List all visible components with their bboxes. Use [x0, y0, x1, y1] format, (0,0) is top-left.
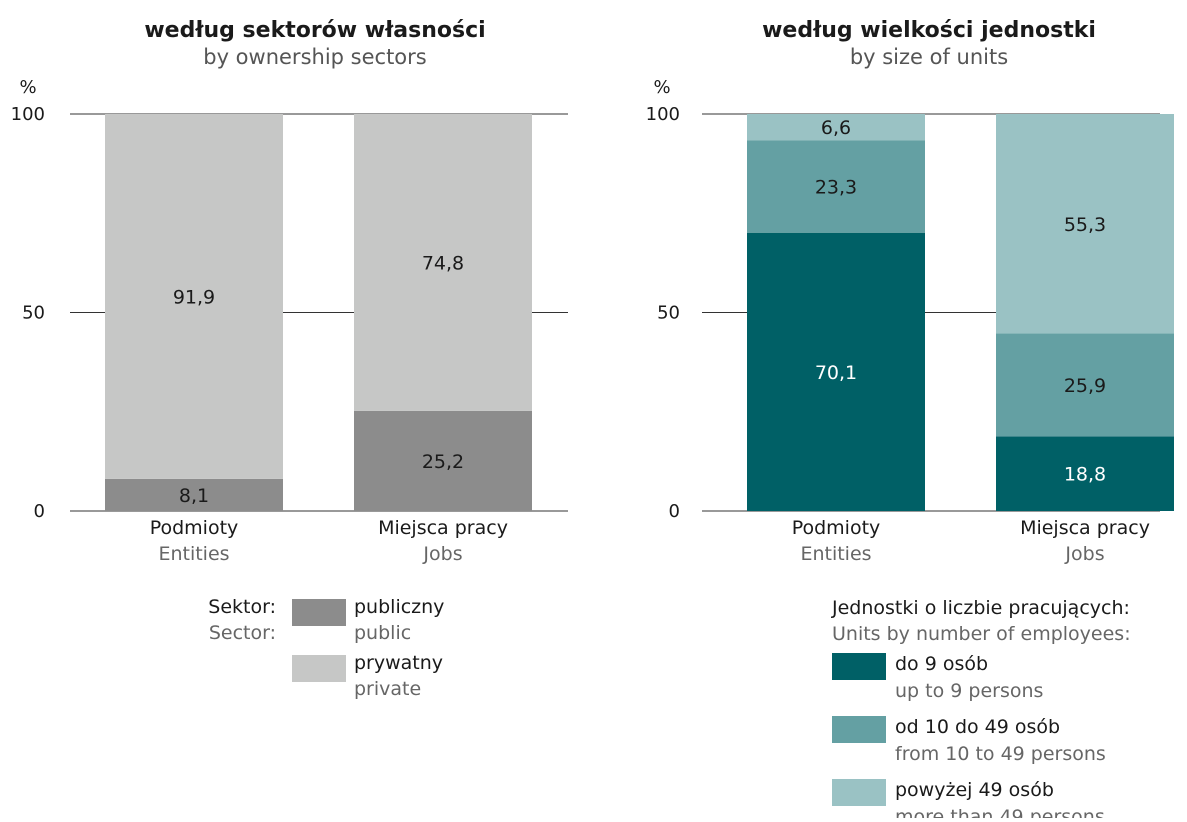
legend-swatch — [292, 655, 346, 682]
bar-segment — [996, 333, 1174, 437]
x-tick-label: Miejsca pracy — [378, 517, 508, 539]
y-tick-label: 0 — [34, 501, 45, 522]
data-label: 25,9 — [1064, 375, 1106, 397]
y-tick-label: 100 — [11, 104, 45, 125]
bar-segment — [747, 114, 925, 141]
legend-label: prywatny — [354, 652, 443, 674]
legend-label-en: public — [354, 622, 411, 644]
legend-swatch — [832, 653, 886, 680]
data-label: 55,3 — [1064, 214, 1106, 236]
y-axis-unit: % — [19, 77, 36, 98]
chart-title: według wielkości jednostki — [762, 18, 1096, 43]
data-label: 91,9 — [173, 286, 215, 308]
chart-subtitle: by ownership sectors — [203, 45, 426, 69]
legend-label: powyżej 49 osób — [895, 779, 1054, 801]
data-label: 6,6 — [821, 117, 851, 139]
bar-segment — [996, 114, 1174, 334]
data-label: 25,2 — [422, 451, 464, 473]
legend-title-en: Sector: — [209, 622, 276, 644]
legend-title: Sektor: — [208, 596, 276, 618]
legend-label: do 9 osób — [895, 653, 988, 675]
legend-label: publiczny — [354, 596, 444, 618]
legend-label: od 10 do 49 osób — [895, 716, 1060, 738]
bar-segment — [747, 232, 925, 511]
x-tick-label-en: Jobs — [1064, 543, 1104, 565]
y-tick-label: 100 — [646, 104, 680, 125]
x-tick-label: Podmioty — [792, 517, 881, 539]
y-tick-label: 50 — [22, 303, 45, 324]
legend-swatch — [292, 599, 346, 626]
legend-title: Jednostki o liczbie pracujących: — [831, 597, 1130, 619]
x-tick-label: Miejsca pracy — [1020, 517, 1150, 539]
x-tick-label-en: Entities — [158, 543, 229, 565]
data-label: 74,8 — [422, 252, 464, 274]
y-tick-label: 50 — [657, 303, 680, 324]
bar-segment — [105, 478, 283, 511]
data-label: 18,8 — [1064, 464, 1106, 486]
legend-label-en: up to 9 persons — [895, 680, 1043, 702]
y-axis-unit: % — [653, 77, 670, 98]
chart-title: według sektorów własności — [144, 18, 485, 43]
bar-segment — [105, 114, 283, 479]
data-label: 70,1 — [815, 362, 857, 384]
chart-subtitle: by size of units — [850, 45, 1008, 69]
legend-title-en: Units by number of employees: — [832, 623, 1131, 645]
legend-swatch — [832, 716, 886, 743]
data-label: 8,1 — [179, 485, 209, 507]
legend-label-en: more than 49 persons — [895, 806, 1105, 818]
data-label: 23,3 — [815, 176, 857, 198]
bar-segment — [354, 114, 532, 411]
x-tick-label-en: Jobs — [422, 543, 462, 565]
bar-segment — [354, 410, 532, 511]
x-tick-label-en: Entities — [800, 543, 871, 565]
legend-label-en: from 10 to 49 persons — [895, 743, 1106, 765]
bar-segment — [996, 436, 1174, 511]
y-tick-label: 0 — [669, 501, 680, 522]
x-tick-label: Podmioty — [150, 517, 239, 539]
legend-label-en: private — [354, 678, 421, 700]
legend-swatch — [832, 779, 886, 806]
bar-segment — [747, 140, 925, 233]
